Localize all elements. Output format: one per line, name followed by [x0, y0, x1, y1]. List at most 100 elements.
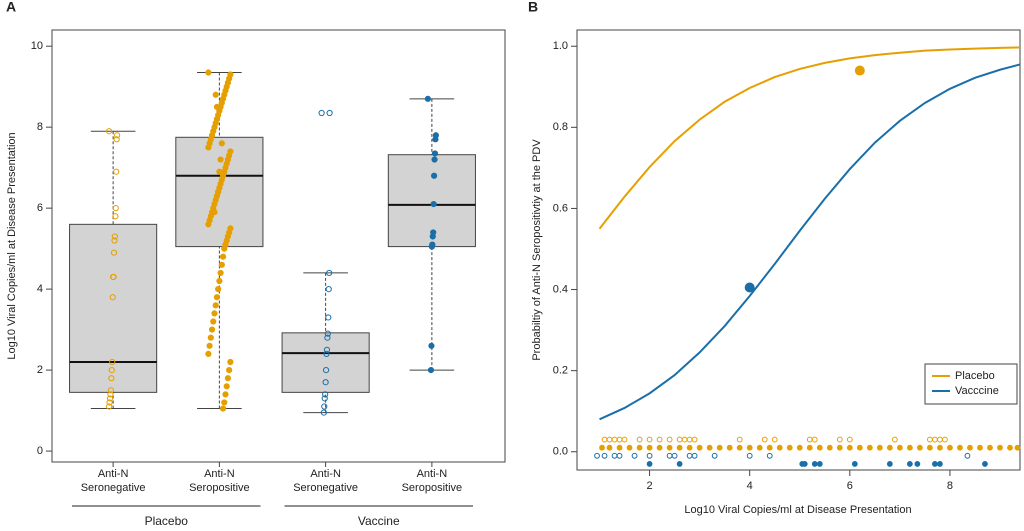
rug-point — [851, 461, 858, 467]
data-point — [427, 366, 435, 374]
x-tick-label: 2 — [647, 480, 653, 492]
data-point — [211, 310, 218, 317]
rug-point — [806, 436, 813, 443]
data-point — [318, 109, 325, 117]
data-point — [323, 350, 330, 357]
x-tick-label: Seropositive — [402, 482, 463, 494]
data-point — [326, 109, 333, 117]
y-tick-label: 2 — [37, 364, 43, 376]
rug-point — [937, 444, 943, 451]
data-point — [111, 237, 118, 244]
data-point — [219, 253, 227, 260]
data-point — [322, 379, 329, 386]
rug-point — [646, 436, 653, 443]
rug-point — [937, 436, 943, 443]
curve — [598, 46, 1021, 230]
rug-point — [691, 436, 698, 443]
data-point — [218, 261, 225, 268]
data-point — [324, 334, 331, 341]
box — [281, 332, 370, 393]
rug-point — [656, 444, 663, 451]
legend-label: Vacccine — [955, 385, 999, 397]
rug-point — [836, 444, 843, 451]
rug-point — [932, 436, 938, 443]
rug-point — [756, 444, 763, 451]
rug-point — [686, 436, 693, 443]
x-tick-label: Seropositive — [189, 482, 250, 494]
data-point — [224, 375, 232, 382]
rug-point — [766, 444, 773, 451]
rug-point — [636, 436, 643, 443]
data-point — [210, 318, 217, 325]
data-point — [432, 136, 439, 143]
rug-point — [964, 452, 971, 459]
group-label: Vaccine — [358, 514, 400, 528]
data-point — [321, 395, 328, 402]
rug-point — [611, 436, 618, 443]
rug-point — [876, 444, 883, 451]
estimate-point — [854, 65, 865, 76]
rug-point — [766, 452, 773, 459]
data-point — [109, 294, 116, 301]
rug-point — [967, 444, 973, 451]
y-tick-label: 4 — [37, 283, 43, 295]
y-tick-label: 6 — [37, 202, 43, 214]
rug-point — [926, 436, 933, 443]
rug-point — [681, 436, 688, 443]
y-tick-label: 8 — [37, 121, 43, 133]
rug-point — [926, 444, 933, 451]
data-point — [106, 399, 113, 406]
data-point — [222, 391, 229, 398]
x-tick-label: 8 — [947, 480, 953, 492]
rug-point — [761, 436, 768, 443]
rug-point — [811, 461, 818, 467]
rug-point — [601, 436, 608, 443]
rug-point — [676, 444, 683, 451]
data-point — [324, 330, 331, 337]
data-point — [106, 403, 113, 410]
data-point — [216, 277, 223, 285]
rug-point — [997, 444, 1003, 451]
rug-point — [796, 444, 803, 451]
data-point — [213, 294, 221, 301]
data-point — [325, 314, 332, 321]
estimate-point — [744, 282, 755, 293]
rug-point — [771, 436, 778, 443]
data-point — [207, 334, 214, 341]
rug-point — [776, 444, 783, 451]
rug-point — [696, 444, 703, 451]
x-tick-label: 4 — [747, 480, 753, 492]
data-point — [227, 358, 234, 366]
rug-point — [676, 436, 683, 443]
rug-point — [646, 461, 653, 467]
x-tick-label: Anti-N — [204, 468, 235, 480]
data-point — [112, 205, 119, 212]
y-tick-label: 0.6 — [553, 202, 568, 214]
rug-point — [816, 444, 823, 451]
rug-point — [891, 436, 898, 443]
data-point — [428, 243, 435, 250]
data-point — [108, 375, 115, 382]
rug-point — [599, 444, 605, 451]
rug-point — [806, 444, 813, 451]
data-point — [114, 132, 121, 139]
data-point — [108, 366, 115, 374]
rug-point — [932, 461, 938, 467]
rug-point — [686, 452, 693, 459]
y-tick-label: 0.4 — [553, 283, 568, 295]
data-point — [320, 409, 327, 416]
rug-point — [711, 452, 718, 459]
rug-point — [636, 444, 643, 451]
rug-point — [836, 436, 843, 443]
y-tick-label: 0.0 — [553, 446, 568, 458]
rug-point — [957, 444, 963, 451]
x-tick-label: Anti-N — [417, 468, 448, 480]
rug-point — [611, 452, 618, 459]
data-point — [107, 387, 115, 394]
y-tick-label: 0.2 — [553, 365, 568, 377]
data-point — [113, 168, 120, 175]
rug-point — [1007, 444, 1013, 451]
rug-point — [726, 444, 733, 451]
rug-point — [947, 444, 953, 451]
